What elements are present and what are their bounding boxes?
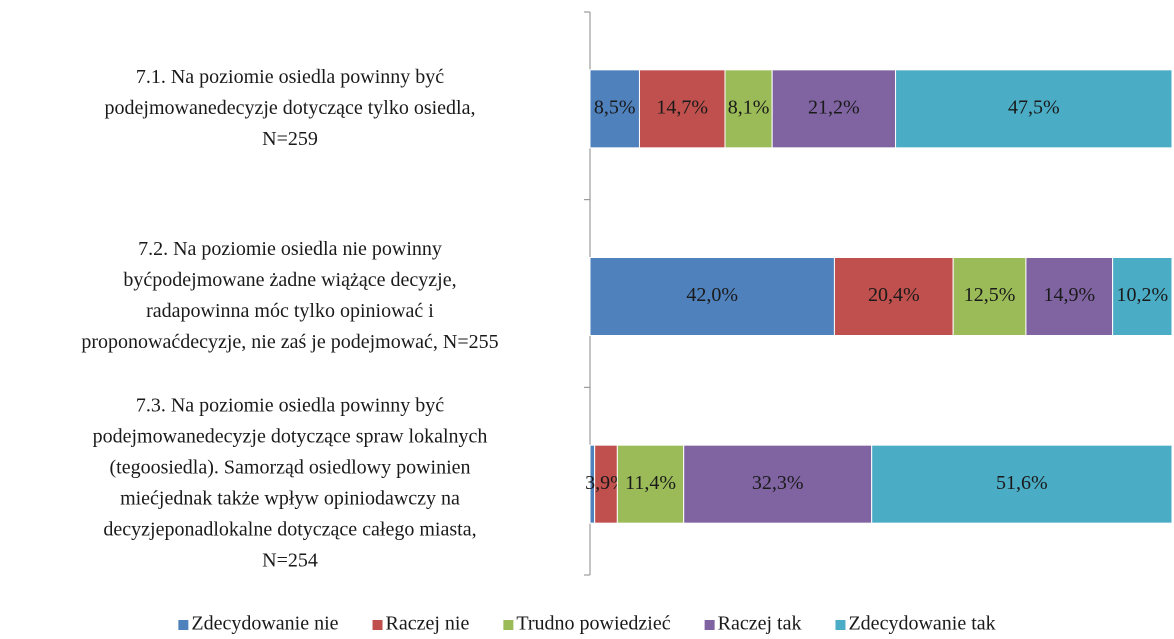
value-label: 14,7% xyxy=(656,96,708,118)
legend-label: Trudno powiedzieć xyxy=(516,613,670,635)
bar-segment xyxy=(771,69,897,149)
legend-swatch xyxy=(178,620,189,630)
bar-segment xyxy=(589,257,835,336)
legend-label: Zdecydowanie tak xyxy=(848,613,995,635)
value-label: 20,4% xyxy=(868,284,920,306)
bar-segment xyxy=(616,444,685,524)
bar-segment xyxy=(589,69,640,149)
legend-label: Zdecydowanie nie xyxy=(191,613,338,635)
bar-segment xyxy=(683,444,873,524)
bar-segment xyxy=(724,69,773,149)
value-label: 47,5% xyxy=(1008,96,1060,118)
legend-swatch xyxy=(835,620,846,630)
legend-label: Raczej nie xyxy=(386,613,470,635)
legend-swatch xyxy=(704,620,715,630)
value-label: 51,6% xyxy=(996,472,1048,494)
bar-segment xyxy=(833,257,954,336)
category-label: 7.1. Na poziomie osiedla powinny być pode… xyxy=(105,65,476,149)
legend: Zdecydowanie nie Raczej nie Trudno powiedz… xyxy=(178,613,996,635)
bar-segment xyxy=(871,444,1173,524)
value-label: 8,5% xyxy=(594,96,636,118)
value-label: 10,2% xyxy=(1116,284,1168,306)
category-label: 7.3. Na poziomie osiedla powinny być pode… xyxy=(93,394,488,571)
value-label: 11,4% xyxy=(625,472,676,494)
value-label: 21,2% xyxy=(808,96,860,118)
value-label: 32,3% xyxy=(752,472,804,494)
value-label: 14,9% xyxy=(1043,284,1095,306)
value-label: 3,9% xyxy=(585,472,627,494)
legend-label: Raczej tak xyxy=(718,613,802,635)
bar-segment xyxy=(1025,257,1114,336)
category-label: 7.2. Na poziomie osiedla nie powinny byćp… xyxy=(81,238,498,353)
value-label: 42,0% xyxy=(686,284,738,306)
bar-segment xyxy=(638,69,726,149)
value-label: 8,1% xyxy=(728,96,770,118)
value-label: 12,5% xyxy=(964,284,1016,306)
legend-swatch xyxy=(503,620,514,630)
bar-segment xyxy=(895,69,1173,149)
legend-swatch xyxy=(372,620,383,630)
bar-segment xyxy=(1112,257,1173,336)
